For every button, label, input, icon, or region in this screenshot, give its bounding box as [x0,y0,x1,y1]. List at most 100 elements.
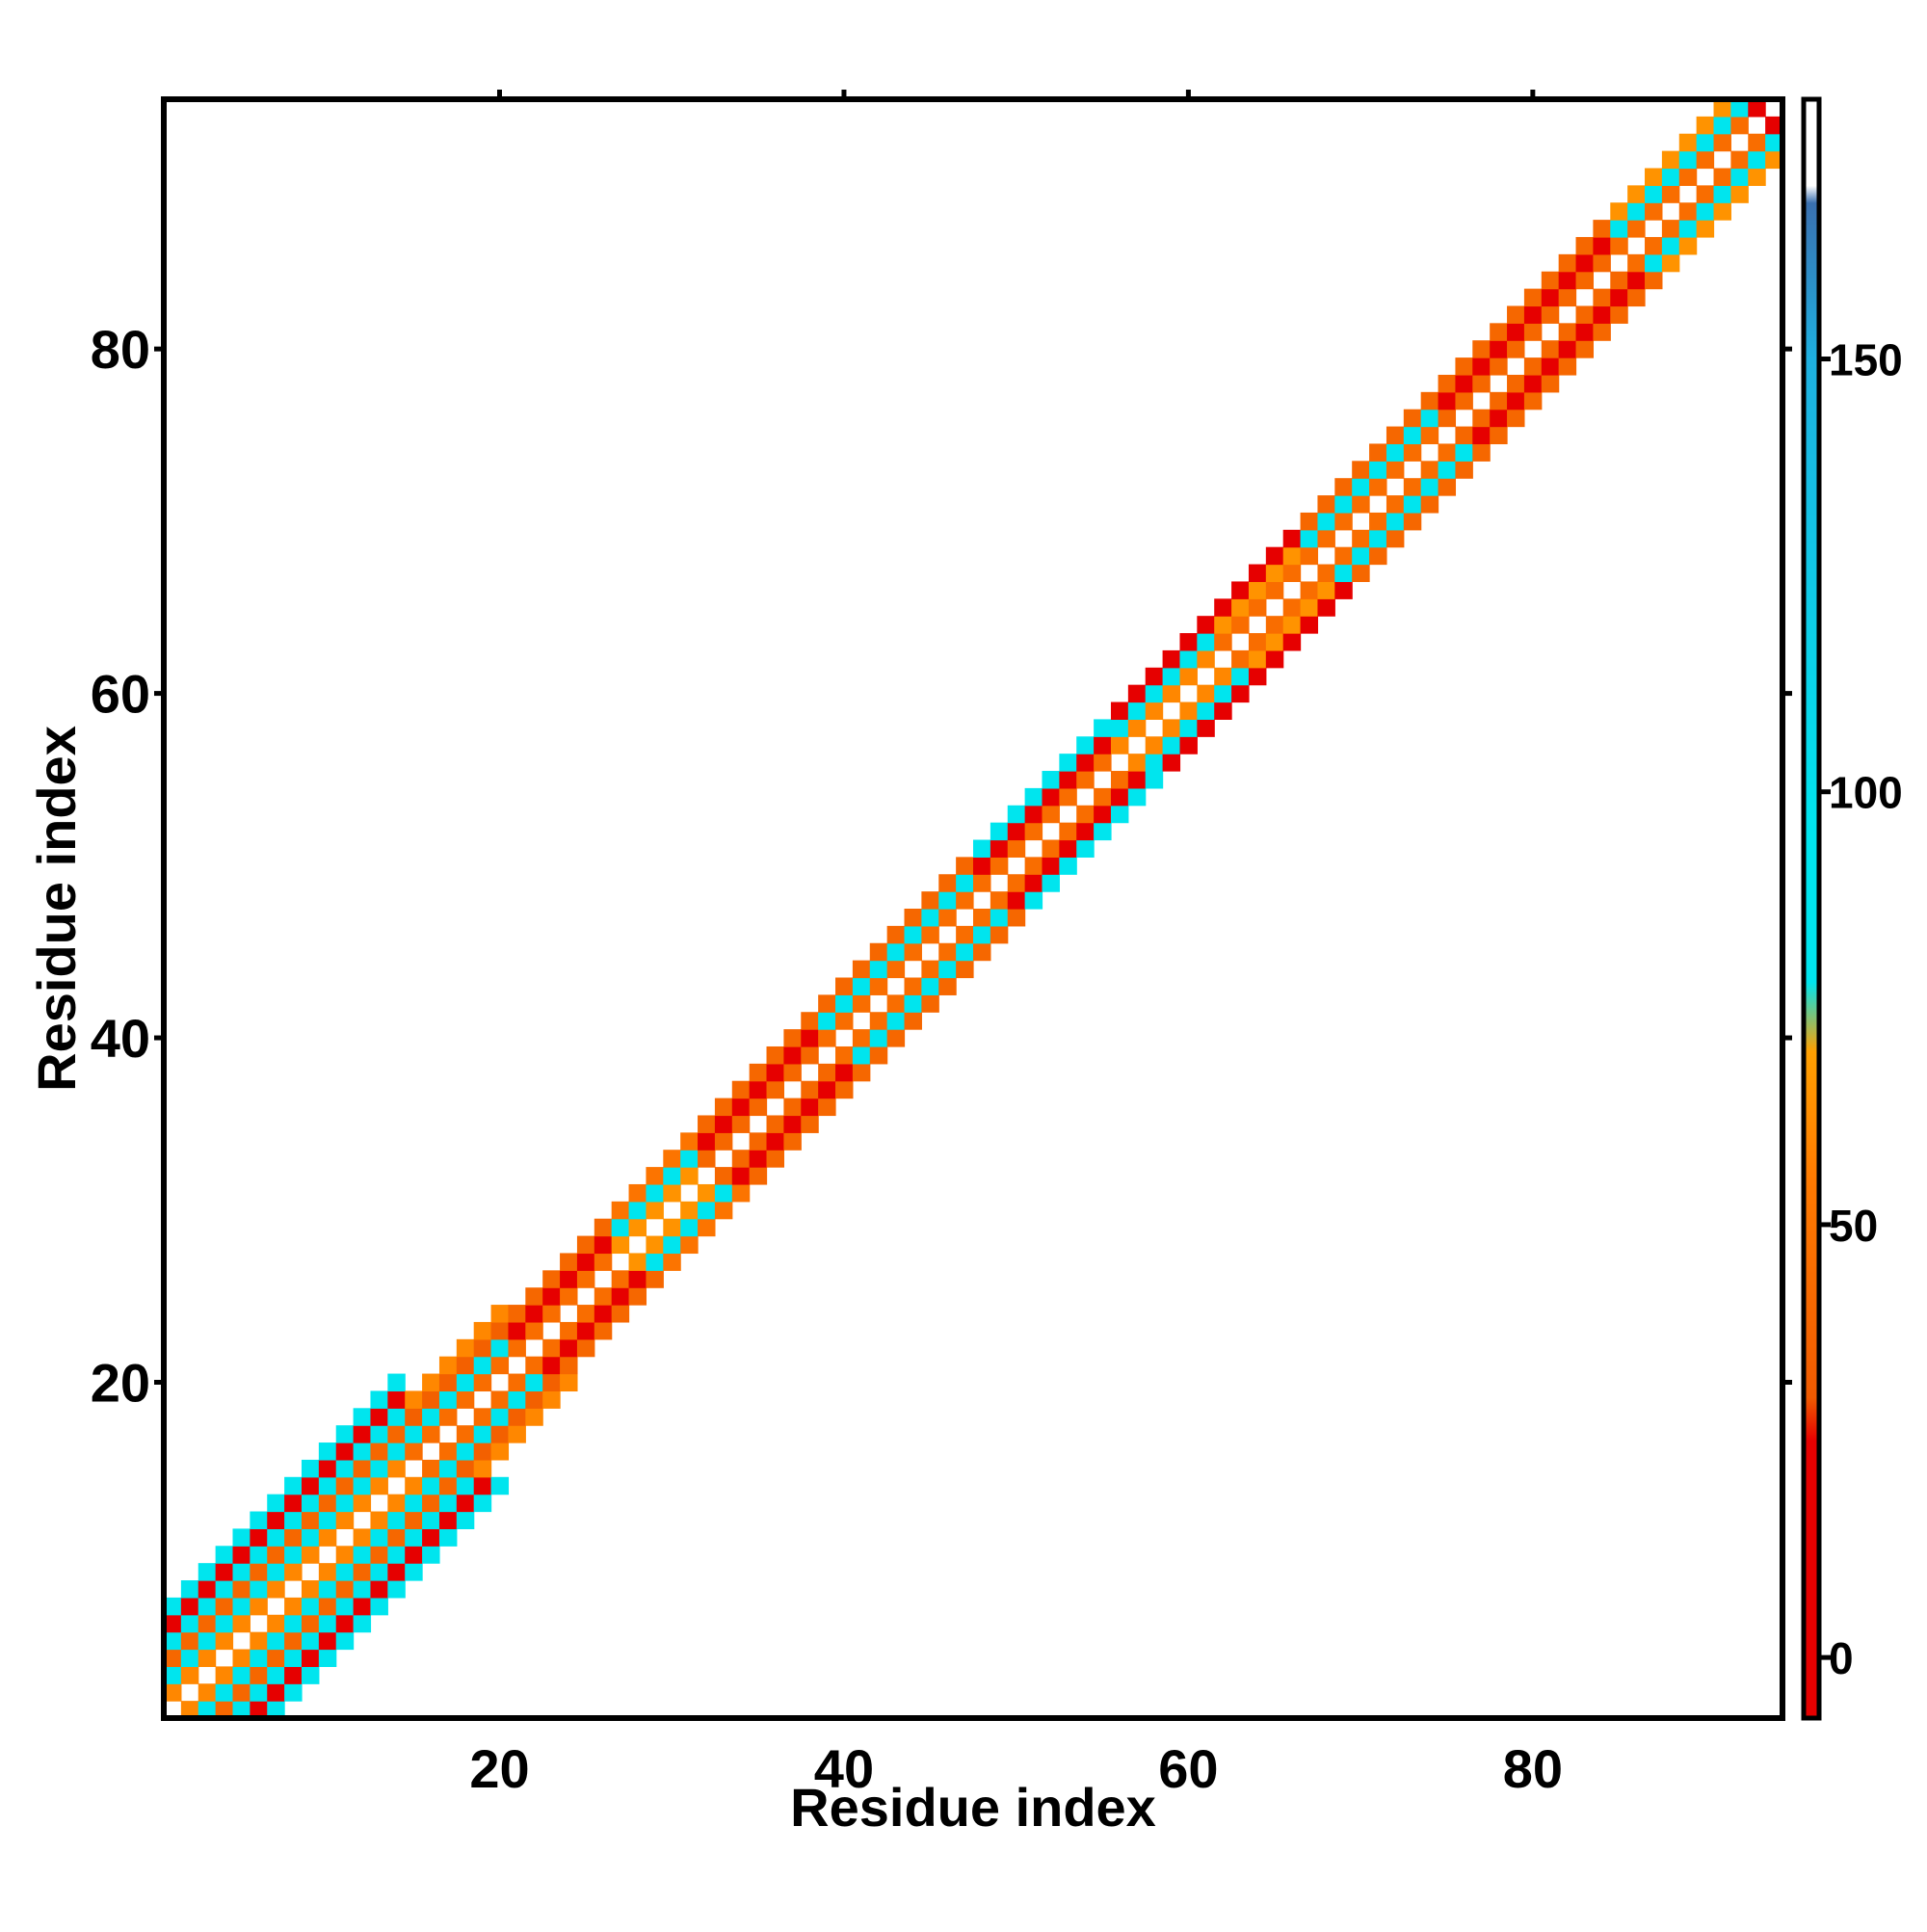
heatmap-cell [1472,357,1491,376]
heatmap-cell [1541,340,1560,358]
heatmap-cell [938,977,957,995]
heatmap-cell [438,1494,458,1513]
heatmap-cell [611,1287,630,1306]
heatmap-cell [405,1390,423,1409]
heatmap-cell [1730,150,1749,170]
heatmap-cell [1575,305,1594,324]
heatmap-cell [1024,822,1043,841]
heatmap-cell [1334,495,1353,514]
heatmap-cell [1214,684,1232,703]
heatmap-cell [731,1183,751,1203]
heatmap-cell [1214,701,1232,720]
heatmap-cell [1610,202,1628,221]
heatmap-cell [353,1459,372,1478]
heatmap-cell [301,1494,320,1513]
heatmap-cell [508,1305,526,1323]
heatmap-cell [835,994,854,1013]
heatmap-cell [1507,305,1525,324]
heatmap-cell [525,1305,543,1323]
heatmap-cell [801,1080,819,1099]
heatmap-cell [1558,340,1577,358]
heatmap-cell [1558,253,1577,273]
heatmap-cell [335,1425,355,1443]
heatmap-cell [370,1476,388,1495]
heatmap-cell [1162,736,1181,754]
heatmap-cell [490,1442,510,1461]
heatmap-cell [232,1563,251,1581]
heatmap-cell [232,1683,251,1702]
heatmap-cell [990,822,1009,841]
heatmap-cell [438,1356,458,1375]
heatmap-cell [973,857,991,875]
heatmap-cell [490,1408,510,1426]
heatmap-cell [869,1045,888,1065]
heatmap-cell [1455,426,1473,445]
heatmap-cell [1300,512,1319,531]
heatmap-cell [1024,874,1043,892]
heatmap-cell [731,1080,751,1099]
heatmap-cell [1730,168,1749,186]
heatmap-cell [560,1253,578,1271]
heatmap-cell [1162,649,1181,669]
heatmap-cell [180,1666,199,1684]
heatmap-cell [1403,495,1422,514]
heatmap-cell [576,1270,595,1288]
heatmap-cell [1145,754,1164,772]
heatmap-cell [1593,253,1611,273]
heatmap-cell [318,1511,337,1529]
heatmap-cell [1265,633,1284,651]
heatmap-cell [198,1614,217,1633]
heatmap-cell [198,1631,217,1651]
heatmap-cell [1076,822,1095,841]
heatmap-cell [473,1459,492,1478]
heatmap-cell [1317,495,1335,514]
heatmap-cell [1076,736,1095,754]
heatmap-cell [1713,202,1731,221]
heatmap-cell [594,1287,613,1306]
heatmap-cell [1403,426,1422,445]
heatmap-cell [1042,857,1060,875]
heatmap-cell [301,1580,320,1599]
heatmap-cell [1317,598,1335,617]
heatmap-cell [1214,667,1232,686]
plot-frame [161,96,1785,1721]
y-axis-label: Residue index [26,726,87,1092]
heatmap-cell [1558,288,1577,307]
heatmap-cell [1507,391,1525,410]
heatmap-cell [1386,443,1405,462]
heatmap-cell [1231,616,1250,634]
heatmap-cell [1472,426,1491,445]
heatmap-cell [232,1666,251,1684]
heatmap-cell [1282,633,1302,651]
heatmap-cell [731,1150,751,1168]
heatmap-cell [698,1201,716,1220]
heatmap-cell [301,1511,320,1529]
heatmap-cell [164,1631,182,1651]
heatmap-cell [576,1253,595,1271]
heatmap-cell [422,1373,440,1392]
heatmap-cell [1007,909,1026,927]
heatmap-cell [387,1563,406,1581]
heatmap-cell [749,1063,768,1082]
heatmap-cell [370,1597,388,1616]
heatmap-cell [353,1425,372,1443]
heatmap-cell [267,1546,285,1564]
heatmap-cell [387,1442,406,1461]
heatmap-cell [387,1373,406,1392]
heatmap-cell [1317,564,1335,583]
heatmap-cell [318,1476,337,1495]
heatmap-cell [215,1614,234,1633]
heatmap-cell [1541,271,1560,290]
heatmap-cell [164,1649,182,1667]
heatmap-cell [1024,891,1043,910]
heatmap-cell [646,1201,664,1220]
heatmap-cell [1490,357,1508,376]
heatmap-cell [250,1701,268,1719]
heatmap-cell [663,1235,681,1255]
heatmap-cell [1696,133,1715,152]
heatmap-cell [835,1045,854,1065]
heatmap-cell [1748,150,1766,170]
heatmap-cell [301,1614,320,1633]
heatmap-cell [1575,323,1594,341]
heatmap-cell [663,1218,681,1237]
